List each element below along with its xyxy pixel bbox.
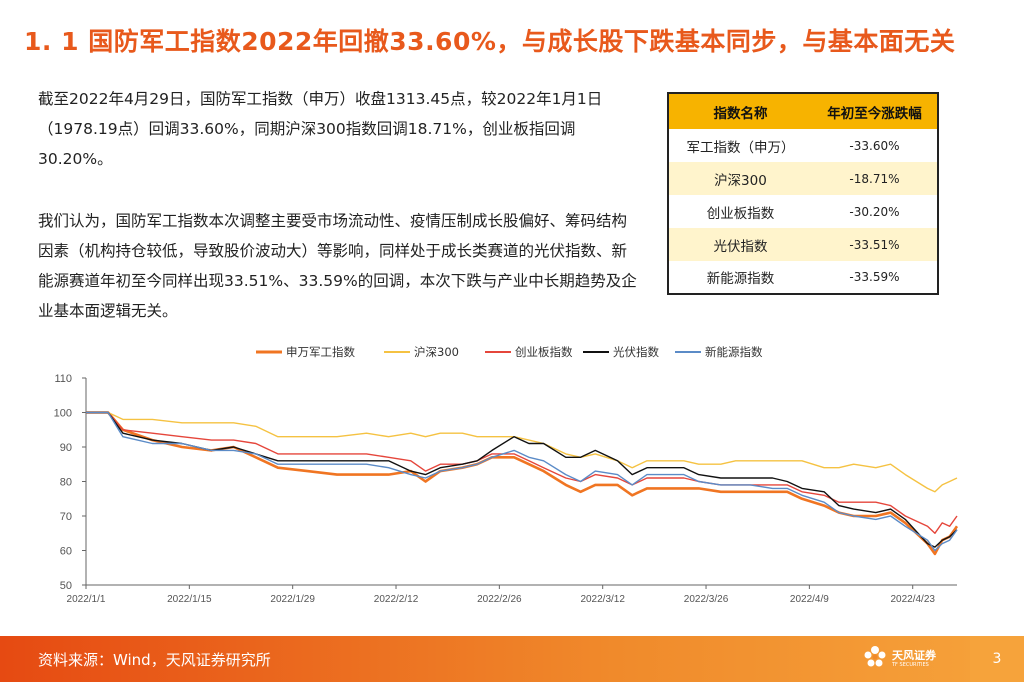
- x-tick-label: 2022/3/26: [684, 594, 729, 605]
- table-cell-name: 新能源指数: [706, 271, 775, 287]
- table-cell-value: -33.59%: [849, 270, 900, 284]
- table-cell-name: 光伏指数: [668, 228, 812, 261]
- y-tick-label: 70: [60, 511, 72, 523]
- footer-source: 资料来源：Wind，天风证券研究所: [38, 651, 271, 669]
- x-tick-label: 2022/2/26: [477, 594, 522, 605]
- table-cell-name: 军工指数（申万）: [686, 139, 795, 156]
- table-cell-name: 创业板指数: [706, 205, 775, 222]
- x-tick-label: 2022/4/9: [790, 594, 829, 605]
- x-tick-label: 2022/1/15: [167, 594, 212, 605]
- x-tick-label: 2022/1/29: [270, 594, 315, 605]
- table-cell-value: -30.20%: [849, 204, 900, 219]
- y-tick-label: 110: [54, 373, 72, 385]
- table-header-name: 指数名称: [668, 93, 812, 129]
- legend-label: 创业板指数: [515, 345, 573, 359]
- index-line-chart: 50 60 70 80 90 100 110 2022/1/1 2022/1/15 2022/1/…: [54, 345, 959, 605]
- series-line-3: [86, 411, 958, 535]
- y-tick-label: 80: [60, 477, 72, 489]
- table-header-row: 指数名称 年初至今涨跌幅: [668, 93, 938, 129]
- page-number: 3: [970, 636, 1024, 682]
- footer-bar: 资料来源：Wind，天风证券研究所 天风证券 TF SECURITIES 3: [0, 636, 1024, 682]
- series-line-5: [86, 411, 958, 552]
- page-title: 1. 1 国防军工指数2022年回撤33.60%，与成长股下跌基本同步，与基本面…: [24, 27, 956, 56]
- y-tick-label: 50: [60, 580, 72, 592]
- logo-text: 天风证券: [892, 649, 936, 662]
- index-change-table: 指数名称 年初至今涨跌幅 军工指数（申万） -33.60% 沪深300 -18.…: [667, 92, 939, 295]
- table-header-change: 年初至今涨跌幅: [811, 93, 938, 129]
- x-tick-label: 2022/4/23: [890, 594, 935, 605]
- analysis-paragraph: 我们认为，国防军工指数本次调整主要受市场流动性、疫情压制成长股偏好、筹码结构因素…: [38, 212, 637, 320]
- summary-paragraph: 截至2022年4月29日，国防军工指数（申万）收盘1313.45点，较2022年…: [38, 90, 603, 168]
- logo-subtext: TF SECURITIES: [892, 662, 929, 668]
- series-line-2: [86, 411, 958, 493]
- table-cell-name: 沪深300: [668, 162, 812, 195]
- flower-logo-icon: [864, 646, 886, 667]
- table-row: 光伏指数 -33.51%: [668, 228, 938, 261]
- legend-label: 光伏指数: [613, 345, 659, 359]
- table-cell-value: -33.51%: [811, 228, 938, 261]
- x-tick-label: 2022/1/1: [67, 594, 106, 605]
- table-row: 新能源指数 -33.59%: [668, 261, 938, 294]
- table-row: 沪深300 -18.71%: [668, 162, 938, 195]
- table-row: 军工指数（申万） -33.60%: [668, 129, 938, 162]
- company-logo: 天风证券 TF SECURITIES: [862, 644, 942, 674]
- y-tick-label: 90: [60, 442, 72, 454]
- x-tick-label: 2022/3/12: [580, 594, 625, 605]
- series-line-4: [86, 411, 958, 548]
- legend-label: 申万军工指数: [286, 345, 355, 359]
- table-row: 创业板指数 -30.20%: [668, 195, 938, 228]
- series-line-1: [86, 411, 959, 556]
- legend-label: 新能源指数: [705, 345, 763, 359]
- y-tick-label: 60: [60, 546, 72, 558]
- table-cell-value: -18.71%: [811, 162, 938, 195]
- table-cell-value: -33.60%: [849, 138, 900, 153]
- y-tick-label: 100: [54, 408, 72, 420]
- legend-label: 沪深300: [414, 345, 459, 359]
- x-tick-label: 2022/2/12: [374, 594, 419, 605]
